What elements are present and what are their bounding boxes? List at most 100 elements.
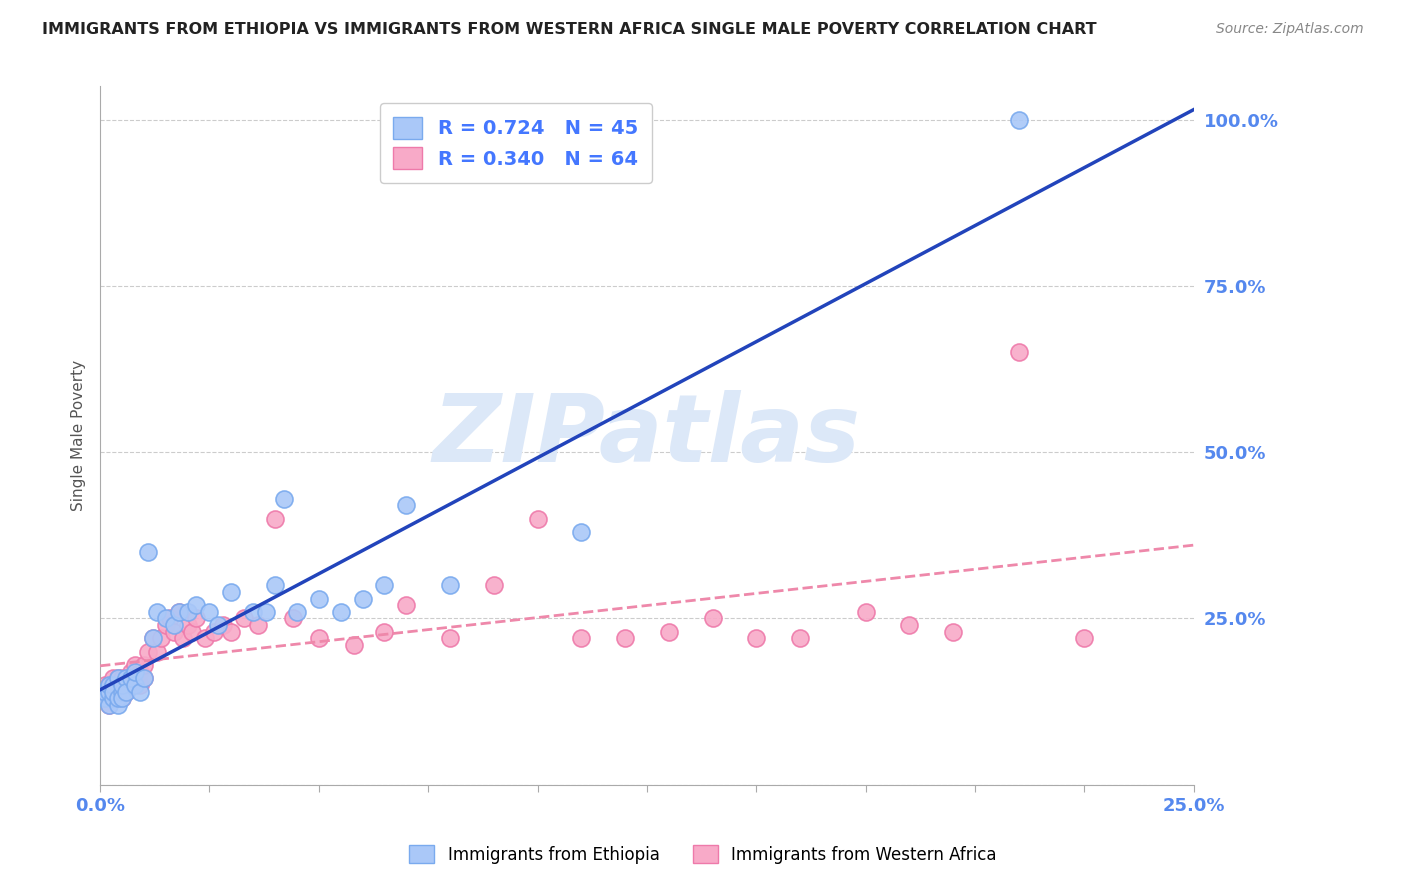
Point	[233, 611, 256, 625]
Point	[181, 624, 204, 639]
Point	[482, 578, 505, 592]
Point	[167, 605, 190, 619]
Point	[93, 684, 115, 698]
Point	[128, 684, 150, 698]
Point	[264, 512, 287, 526]
Point	[352, 591, 374, 606]
Point	[242, 605, 264, 619]
Point	[97, 678, 120, 692]
Point	[132, 671, 155, 685]
Point	[373, 624, 395, 639]
Point	[172, 632, 194, 646]
Point	[111, 684, 134, 698]
Point	[124, 665, 146, 679]
Point	[120, 678, 142, 692]
Point	[150, 632, 173, 646]
Point	[107, 678, 129, 692]
Point	[395, 499, 418, 513]
Point	[308, 591, 330, 606]
Point	[115, 684, 138, 698]
Point	[107, 691, 129, 706]
Point	[115, 671, 138, 685]
Point	[103, 678, 125, 692]
Point	[614, 632, 637, 646]
Point	[942, 624, 965, 639]
Point	[97, 698, 120, 712]
Point	[898, 618, 921, 632]
Point	[745, 632, 768, 646]
Point	[395, 598, 418, 612]
Point	[159, 611, 181, 625]
Text: ZIPatlas: ZIPatlas	[433, 390, 860, 482]
Text: IMMIGRANTS FROM ETHIOPIA VS IMMIGRANTS FROM WESTERN AFRICA SINGLE MALE POVERTY C: IMMIGRANTS FROM ETHIOPIA VS IMMIGRANTS F…	[42, 22, 1097, 37]
Point	[115, 684, 138, 698]
Point	[1008, 112, 1031, 127]
Text: Source: ZipAtlas.com: Source: ZipAtlas.com	[1216, 22, 1364, 37]
Legend: Immigrants from Ethiopia, Immigrants from Western Africa: Immigrants from Ethiopia, Immigrants fro…	[402, 838, 1004, 871]
Point	[163, 618, 186, 632]
Legend: R = 0.724   N = 45, R = 0.340   N = 64: R = 0.724 N = 45, R = 0.340 N = 64	[380, 103, 652, 183]
Point	[211, 618, 233, 632]
Point	[439, 578, 461, 592]
Point	[221, 585, 243, 599]
Point	[132, 658, 155, 673]
Point	[155, 611, 177, 625]
Point	[132, 671, 155, 685]
Point	[146, 645, 169, 659]
Point	[273, 491, 295, 506]
Point	[569, 524, 592, 539]
Point	[163, 624, 186, 639]
Point	[111, 678, 134, 692]
Point	[155, 618, 177, 632]
Point	[107, 698, 129, 712]
Point	[1008, 345, 1031, 359]
Point	[111, 691, 134, 706]
Point	[439, 632, 461, 646]
Point	[343, 638, 366, 652]
Point	[124, 658, 146, 673]
Point	[198, 605, 221, 619]
Point	[103, 691, 125, 706]
Point	[194, 632, 217, 646]
Point	[97, 684, 120, 698]
Point	[107, 671, 129, 685]
Point	[103, 691, 125, 706]
Point	[658, 624, 681, 639]
Point	[569, 632, 592, 646]
Point	[186, 598, 208, 612]
Point	[207, 618, 229, 632]
Point	[281, 611, 304, 625]
Point	[246, 618, 269, 632]
Point	[264, 578, 287, 592]
Point	[124, 671, 146, 685]
Point	[176, 618, 198, 632]
Point	[329, 605, 352, 619]
Point	[167, 605, 190, 619]
Point	[789, 632, 811, 646]
Point	[107, 671, 129, 685]
Point	[103, 671, 125, 685]
Point	[285, 605, 308, 619]
Point	[221, 624, 243, 639]
Point	[855, 605, 877, 619]
Point	[120, 671, 142, 685]
Point	[93, 691, 115, 706]
Point	[146, 605, 169, 619]
Point	[93, 684, 115, 698]
Point	[373, 578, 395, 592]
Point	[202, 624, 225, 639]
Point	[136, 545, 159, 559]
Point	[124, 678, 146, 692]
Point	[111, 671, 134, 685]
Point	[93, 678, 115, 692]
Point	[97, 678, 120, 692]
Point	[1073, 632, 1095, 646]
Point	[254, 605, 277, 619]
Point	[136, 645, 159, 659]
Point	[526, 512, 548, 526]
Point	[702, 611, 724, 625]
Y-axis label: Single Male Poverty: Single Male Poverty	[72, 360, 86, 511]
Point	[97, 684, 120, 698]
Point	[142, 632, 165, 646]
Point	[111, 684, 134, 698]
